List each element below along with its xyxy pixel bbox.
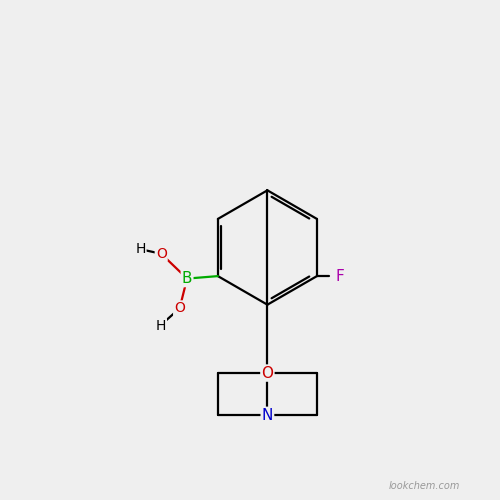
Text: H: H bbox=[135, 242, 145, 256]
Text: F: F bbox=[336, 268, 344, 283]
Text: B: B bbox=[182, 271, 192, 286]
Text: N: N bbox=[262, 408, 273, 423]
Text: O: O bbox=[156, 246, 166, 260]
Text: H: H bbox=[156, 319, 166, 333]
Text: lookchem.com: lookchem.com bbox=[388, 481, 460, 491]
Text: O: O bbox=[262, 366, 274, 380]
Text: O: O bbox=[174, 302, 185, 316]
